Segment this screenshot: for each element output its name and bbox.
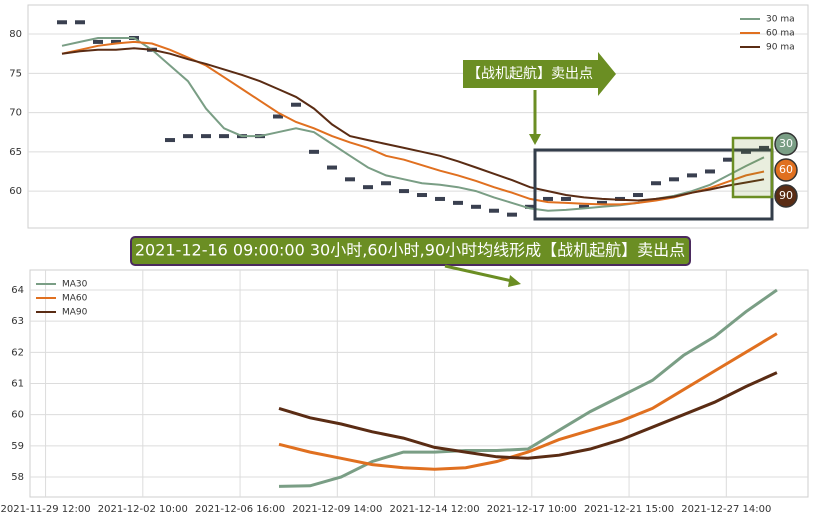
price-candle xyxy=(345,177,355,182)
signal-label: 【战机起航】卖出点 xyxy=(467,66,593,82)
price-candle xyxy=(165,138,175,143)
y-tick-label: 58 xyxy=(11,472,24,483)
legend-label: MA90 xyxy=(62,308,88,318)
y-tick-label: 63 xyxy=(11,316,24,327)
legend-label: MA30 xyxy=(62,280,88,290)
price-candle xyxy=(291,102,301,107)
ma-badge xyxy=(774,184,798,208)
price-candle xyxy=(525,204,535,209)
ma-line xyxy=(61,47,765,202)
x-tick-label: 2021-12-21 15:00 xyxy=(584,504,674,515)
ma-badge xyxy=(774,132,798,156)
ma-line xyxy=(278,371,778,460)
top-chart: 60 65 70 75 80 30 ma 60 ma 90 ma xyxy=(9,15,808,217)
y-tick-label: 75 xyxy=(9,68,22,79)
price-candle xyxy=(453,200,463,205)
price-candle xyxy=(309,149,319,154)
ma-badge-label: 90 xyxy=(779,189,793,202)
price-candle xyxy=(363,185,373,190)
price-candle xyxy=(669,177,679,182)
x-tick-label: 2021-12-06 16:00 xyxy=(195,504,285,515)
legend-label: MA60 xyxy=(62,294,88,304)
banner xyxy=(130,236,691,266)
legend-label: 60 ma xyxy=(766,29,795,39)
price-candle xyxy=(399,189,409,194)
price-candle xyxy=(471,204,481,209)
price-candle xyxy=(327,165,337,170)
ma-badge xyxy=(774,158,798,182)
ma-line xyxy=(278,288,778,488)
price-candle xyxy=(507,212,517,217)
y-tick-label: 59 xyxy=(11,441,24,452)
signal-arrow-box xyxy=(463,52,616,96)
banner-pointer-head xyxy=(508,275,521,287)
price-candle xyxy=(219,134,229,139)
price-candle xyxy=(687,173,697,178)
price-candle xyxy=(633,193,643,198)
price-candle xyxy=(759,145,769,150)
price-candle xyxy=(723,157,733,162)
price-candle xyxy=(435,196,445,201)
price-candle xyxy=(381,181,391,186)
banner-pointer xyxy=(444,264,513,283)
price-candle xyxy=(111,39,121,44)
ma-line xyxy=(61,40,765,206)
price-candle xyxy=(417,193,427,198)
price-candle xyxy=(201,134,211,139)
bottom-chart: 2021-11-29 12:00 2021-12-02 10:00 2021-12-… xyxy=(0,270,808,515)
ma-badge-label: 30 xyxy=(779,137,793,150)
y-tick-label: 64 xyxy=(11,285,24,296)
y-tick-label: 60 xyxy=(9,186,22,197)
y-tick-label: 65 xyxy=(9,147,22,158)
y-tick-label: 62 xyxy=(11,347,24,358)
x-tick-label: 2021-12-02 10:00 xyxy=(98,504,188,515)
x-tick-label: 2021-11-29 12:00 xyxy=(0,504,90,515)
y-tick-label: 80 xyxy=(9,29,22,40)
signal-highlight xyxy=(731,136,774,199)
x-tick-label: 2021-12-27 14:00 xyxy=(681,504,771,515)
x-tick-label: 2021-12-09 14:00 xyxy=(292,504,382,515)
price-candle xyxy=(741,149,751,154)
x-tick-label: 2021-12-14 12:00 xyxy=(389,504,479,515)
legend-label: 90 ma xyxy=(766,43,795,53)
price-candle xyxy=(183,134,193,139)
y-tick-label: 61 xyxy=(11,379,24,390)
price-candle xyxy=(561,196,571,201)
price-candle xyxy=(597,200,607,205)
price-candle xyxy=(57,20,67,25)
price-candle xyxy=(75,20,85,25)
y-tick-label: 60 xyxy=(11,410,24,421)
price-candle xyxy=(489,208,499,213)
x-tick-label: 2021-12-17 10:00 xyxy=(487,504,577,515)
ma-line xyxy=(278,332,778,471)
annotations: 【战机起航】卖出点 30 60 90 2021-12-16 09:00:00 3… xyxy=(130,52,798,287)
price-candle xyxy=(273,114,283,119)
price-candle xyxy=(93,39,103,44)
banner-text: 2021-12-16 09:00:00 30小时,60小时,90小时均线形成【战… xyxy=(135,241,685,260)
price-candle xyxy=(705,169,715,174)
price-candle xyxy=(579,204,589,209)
legend-label: 30 ma xyxy=(766,15,795,25)
y-tick-label: 70 xyxy=(9,108,22,119)
price-candle xyxy=(651,181,661,186)
signal-pointer-head xyxy=(529,134,541,145)
price-candle xyxy=(543,196,553,201)
ma-badge-label: 60 xyxy=(779,163,793,176)
